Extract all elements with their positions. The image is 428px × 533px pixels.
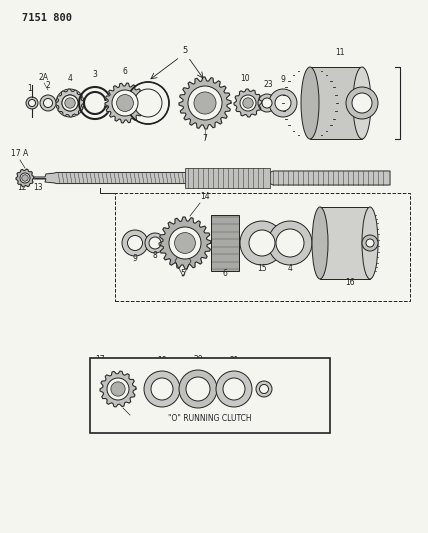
Circle shape [107,378,129,400]
Text: 17: 17 [95,355,105,364]
Polygon shape [105,83,145,123]
Circle shape [240,221,284,265]
Circle shape [169,227,201,259]
Text: 19: 19 [157,356,167,365]
Circle shape [22,175,28,181]
Circle shape [362,235,378,251]
Text: 6: 6 [223,269,227,278]
Circle shape [62,95,78,111]
Text: 17 A: 17 A [12,149,29,158]
Circle shape [179,370,217,408]
Circle shape [26,97,38,109]
Circle shape [134,89,162,117]
Circle shape [175,232,196,253]
Ellipse shape [353,67,371,139]
Polygon shape [34,171,390,185]
Text: 14: 14 [200,192,210,201]
Text: 13: 13 [33,183,43,192]
Circle shape [240,95,256,111]
Text: 3: 3 [92,70,98,79]
Circle shape [44,99,53,108]
Text: 10: 10 [240,74,250,83]
Circle shape [223,378,245,400]
Text: 5: 5 [182,46,187,55]
Circle shape [144,371,180,407]
Circle shape [145,233,165,253]
Text: 9: 9 [133,254,137,263]
Bar [90,358,330,433]
Text: 16: 16 [345,278,355,287]
Text: 20: 20 [193,355,203,364]
Text: 4: 4 [288,264,292,273]
Text: 4: 4 [68,74,72,83]
Text: 15: 15 [257,264,267,273]
Circle shape [258,94,276,112]
Polygon shape [179,77,231,129]
Circle shape [40,95,56,111]
Circle shape [112,90,138,116]
Circle shape [269,89,297,117]
Circle shape [29,100,36,107]
Ellipse shape [312,207,328,279]
Circle shape [151,378,173,400]
Circle shape [262,98,272,108]
Circle shape [275,95,291,111]
Ellipse shape [301,67,319,139]
Text: 6: 6 [122,67,128,76]
Text: 21: 21 [229,356,239,365]
Text: 7151 800: 7151 800 [22,13,72,23]
Circle shape [149,237,161,249]
Circle shape [194,92,216,114]
Circle shape [20,173,30,183]
Text: 12: 12 [17,183,27,192]
Text: "O" RUNNING CLUTCH: "O" RUNNING CLUTCH [168,414,252,423]
Circle shape [216,371,252,407]
Ellipse shape [362,207,378,279]
Circle shape [243,98,253,108]
Circle shape [65,98,75,108]
Text: 8: 8 [153,251,158,260]
Text: 22: 22 [265,365,275,374]
Circle shape [256,381,272,397]
Circle shape [62,95,78,111]
Polygon shape [56,89,84,117]
Circle shape [268,221,312,265]
Circle shape [128,236,143,251]
Circle shape [276,229,304,257]
Circle shape [56,89,84,117]
Text: 18: 18 [125,408,135,417]
Text: 9: 9 [281,75,285,84]
Circle shape [116,94,134,111]
Circle shape [346,87,378,119]
Circle shape [122,230,148,256]
Circle shape [186,377,210,401]
Bar [211,215,239,271]
Text: 7: 7 [202,134,208,143]
Text: 23: 23 [263,80,273,89]
Bar [185,168,270,188]
Circle shape [249,230,275,256]
Polygon shape [159,217,211,269]
Circle shape [366,239,374,247]
Circle shape [259,384,268,393]
Text: 5: 5 [181,269,185,278]
Circle shape [352,93,372,113]
Bar [115,193,410,301]
Text: 2A: 2A [39,73,49,82]
Polygon shape [234,89,262,117]
Text: 11: 11 [335,48,345,57]
Circle shape [188,86,222,120]
Polygon shape [100,371,136,407]
Text: 2: 2 [46,81,51,90]
Circle shape [111,382,125,396]
Polygon shape [16,169,34,187]
Text: 1: 1 [28,84,33,93]
Bar [310,67,362,139]
Bar [320,207,370,279]
